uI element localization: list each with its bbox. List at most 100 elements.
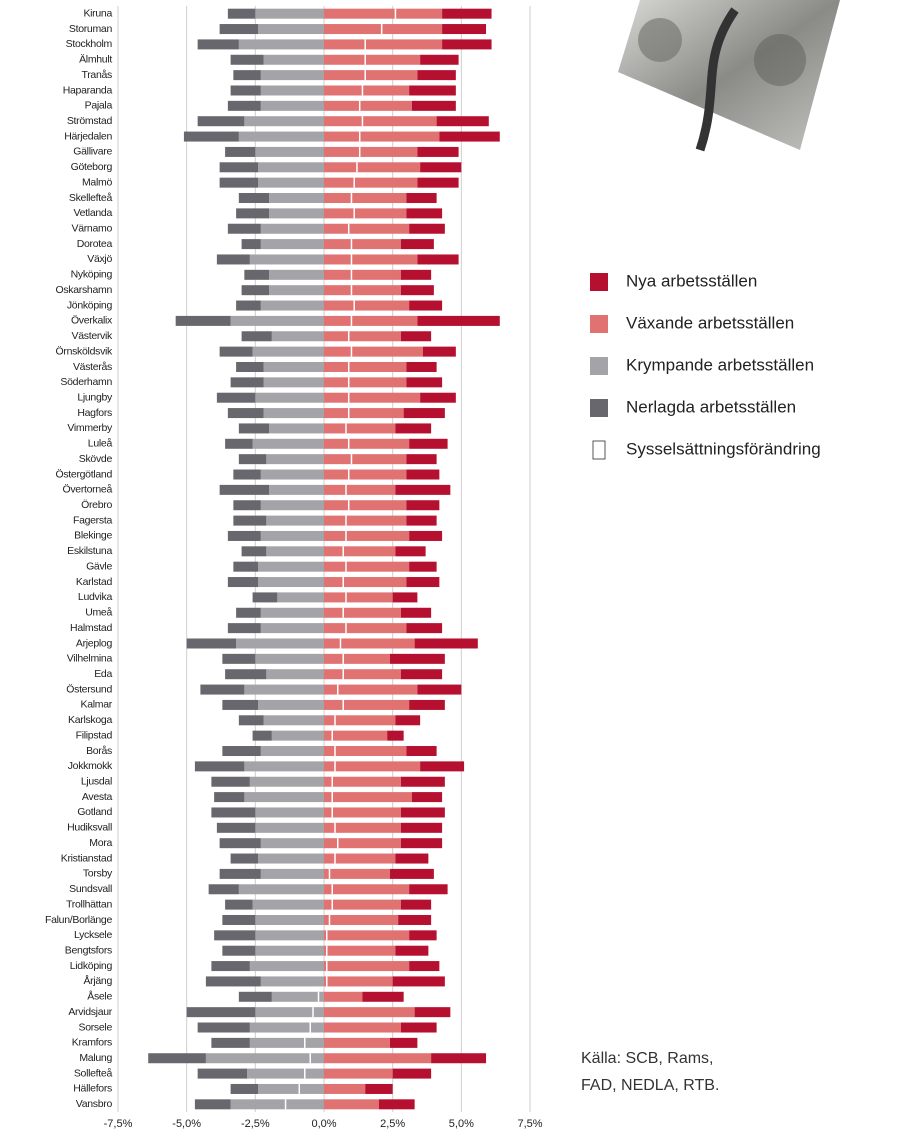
bar-segment	[236, 638, 324, 649]
bar-segment	[219, 868, 261, 879]
bar-segment	[252, 346, 324, 357]
bar-segment	[324, 285, 401, 296]
legend-swatch	[592, 440, 606, 460]
y-tick-label: Sundsvall	[69, 883, 112, 895]
y-tick-label: Örebro	[81, 499, 112, 511]
bar-segment	[260, 223, 324, 234]
bar-segment	[442, 39, 492, 50]
bar-segment	[219, 838, 261, 849]
bar-segment	[238, 454, 267, 465]
bar-segment	[324, 239, 401, 250]
bar-segment	[247, 1068, 324, 1079]
y-tick-label: Stockholm	[66, 38, 113, 50]
bar-segment	[324, 1099, 379, 1110]
bar-segment	[400, 607, 432, 618]
bar-segment	[255, 822, 324, 833]
bar-segment	[225, 146, 256, 157]
bar-segment	[324, 515, 407, 526]
bar-segment	[409, 699, 445, 710]
bar-segment	[400, 269, 432, 280]
bar-segment	[409, 530, 443, 541]
bar-segment	[324, 193, 407, 204]
y-tick-label: Lycksele	[74, 929, 113, 941]
bar-segment	[277, 592, 324, 603]
bar-segment	[395, 853, 429, 864]
y-tick-label: Gävle	[86, 560, 112, 572]
bar-segment	[417, 254, 459, 265]
y-tick-label: Malung	[79, 1052, 112, 1064]
bar-segment	[263, 54, 324, 65]
bar-segment	[227, 530, 261, 541]
bar-segment	[324, 500, 407, 511]
y-tick-label: Filipstad	[76, 729, 113, 741]
bar-segment	[395, 715, 421, 726]
bar-segment	[214, 792, 245, 803]
y-tick-label: Halmstad	[70, 622, 112, 634]
y-tick-label: Östergötland	[55, 468, 112, 480]
bar-segment	[227, 8, 256, 19]
legend-label: Krympande arbetsställen	[626, 355, 814, 374]
bar-segment	[324, 254, 418, 265]
bar-segment	[324, 868, 390, 879]
bar-segment	[324, 746, 407, 757]
bar-segment	[324, 653, 390, 664]
bar-segment	[324, 546, 396, 557]
bar-segment	[409, 85, 456, 96]
bar-segment	[216, 822, 256, 833]
bar-segment	[241, 285, 270, 296]
bar-segment	[230, 54, 264, 65]
bar-segment	[225, 899, 253, 910]
y-tick-label: Kalmar	[81, 699, 113, 711]
bar-segment	[241, 546, 267, 557]
bar-segment	[238, 991, 272, 1002]
bar-segment	[263, 408, 324, 419]
y-tick-label: Vilhelmina	[67, 653, 113, 665]
y-tick-label: Umeå	[85, 607, 112, 619]
bar-segment	[252, 899, 324, 910]
bar-segment	[324, 1068, 393, 1079]
bar-segment	[422, 346, 456, 357]
bar-segment	[255, 945, 324, 956]
bar-segment	[208, 884, 239, 895]
bar-segment	[442, 24, 487, 35]
y-tick-label: Oskarshamn	[55, 284, 112, 296]
y-tick-label: Ludvika	[78, 591, 113, 603]
bar-segment	[324, 208, 407, 219]
bar-segment	[324, 423, 396, 434]
bar-segment	[400, 239, 434, 250]
bar-segment	[269, 269, 324, 280]
bar-segment	[324, 24, 443, 35]
bar-segment	[236, 361, 264, 372]
y-tick-label: Lidköping	[70, 960, 113, 972]
bar-segment	[324, 792, 412, 803]
bar-segment	[238, 131, 324, 142]
bar-segment	[230, 853, 259, 864]
bar-segment	[406, 500, 440, 511]
bar-segment	[406, 454, 437, 465]
y-tick-label: Skövde	[79, 453, 113, 465]
bar-segment	[420, 761, 465, 772]
bar-segment	[260, 976, 324, 987]
bar-segment	[324, 669, 401, 680]
bar-segment	[400, 1022, 437, 1033]
bar-segment	[324, 684, 418, 695]
bar-segment	[227, 623, 261, 634]
bar-segment	[233, 515, 267, 526]
bar-segment	[395, 484, 451, 495]
bar-segment	[205, 1053, 324, 1064]
bar-segment	[392, 592, 418, 603]
bar-segment	[324, 1022, 401, 1033]
bar-segment	[324, 1007, 415, 1018]
bar-segment	[263, 361, 324, 372]
bar-segment	[216, 392, 256, 403]
bar-segment	[324, 807, 401, 818]
bar-segment	[200, 684, 245, 695]
bar-segment	[431, 1053, 487, 1064]
bar-segment	[244, 116, 324, 127]
bar-segment	[271, 730, 324, 741]
bar-segment	[260, 746, 324, 757]
y-tick-label: Bengtsfors	[65, 944, 112, 956]
y-tick-label: Torsby	[83, 868, 113, 880]
bar-segment	[420, 392, 456, 403]
bar-segment	[260, 623, 324, 634]
